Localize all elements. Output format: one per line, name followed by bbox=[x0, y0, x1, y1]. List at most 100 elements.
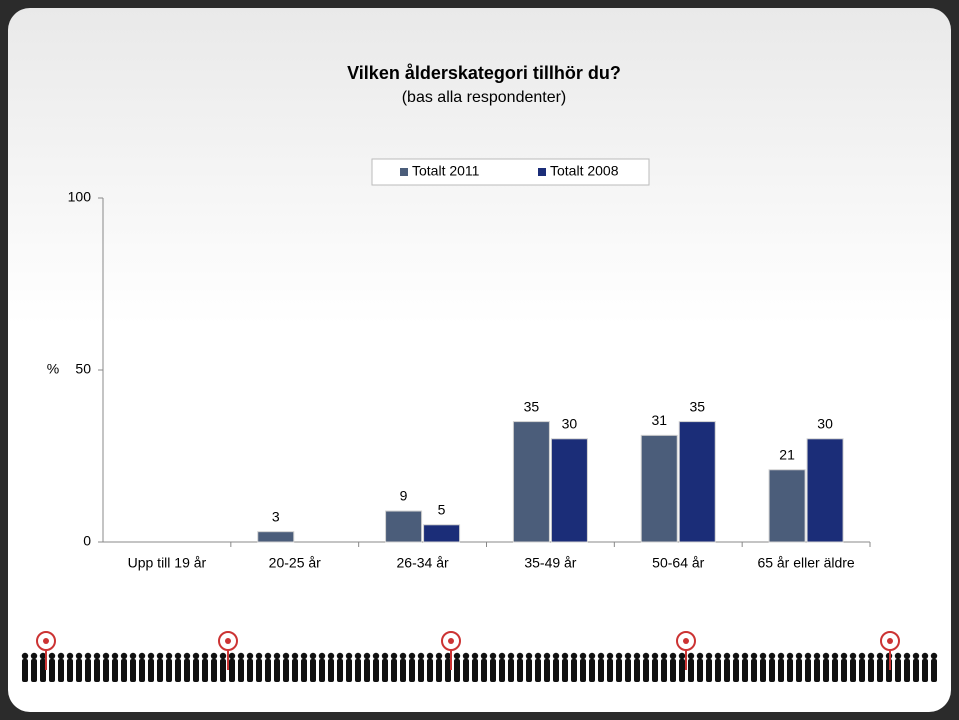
figure-head bbox=[624, 652, 632, 660]
figure-body bbox=[265, 659, 271, 682]
figure-body bbox=[22, 659, 28, 682]
figure-head bbox=[660, 652, 668, 660]
figure-body bbox=[247, 659, 253, 682]
figure-head bbox=[723, 652, 731, 660]
figure-head bbox=[372, 652, 380, 660]
figure-head bbox=[336, 652, 344, 660]
figure-head bbox=[543, 652, 551, 660]
legend-label: Totalt 2008 bbox=[550, 163, 619, 179]
figure-head bbox=[705, 652, 713, 660]
figure-body bbox=[292, 659, 298, 682]
figure-head bbox=[417, 652, 425, 660]
figure-head bbox=[345, 652, 353, 660]
figure-head bbox=[93, 652, 101, 660]
figure-head bbox=[408, 652, 416, 660]
figure-body bbox=[742, 659, 748, 682]
data-label: 9 bbox=[400, 488, 408, 504]
figure-body bbox=[814, 659, 820, 682]
figure-head bbox=[822, 652, 830, 660]
figure-body bbox=[220, 659, 226, 682]
bar bbox=[423, 524, 461, 543]
figure-body bbox=[571, 659, 577, 682]
figure-body bbox=[616, 659, 622, 682]
figure-body bbox=[751, 659, 757, 682]
figure-body bbox=[490, 659, 496, 682]
figure-head bbox=[579, 652, 587, 660]
data-label: 30 bbox=[817, 416, 833, 432]
figure-body bbox=[184, 659, 190, 682]
figure-body bbox=[175, 659, 181, 682]
figure-head bbox=[795, 652, 803, 660]
figure-head bbox=[480, 652, 488, 660]
figure-body bbox=[922, 659, 928, 682]
figure-head bbox=[696, 652, 704, 660]
figure-body bbox=[67, 659, 73, 682]
figure-head bbox=[858, 652, 866, 660]
figure-head bbox=[39, 652, 47, 660]
figure-body bbox=[364, 659, 370, 682]
figure-body bbox=[103, 659, 109, 682]
figure-head bbox=[426, 652, 434, 660]
figure-body bbox=[670, 659, 676, 682]
figure-body bbox=[724, 659, 730, 682]
figure-head bbox=[651, 652, 659, 660]
legend-swatch bbox=[538, 168, 546, 176]
target-dot bbox=[225, 638, 231, 644]
bar bbox=[512, 421, 550, 543]
figure-body bbox=[436, 659, 442, 682]
figure-head bbox=[201, 652, 209, 660]
figure-head bbox=[165, 652, 173, 660]
figure-head bbox=[831, 652, 839, 660]
figure-body bbox=[445, 659, 451, 682]
figure-head bbox=[264, 652, 272, 660]
figure-head bbox=[246, 652, 254, 660]
figure-body bbox=[895, 659, 901, 682]
figure-head bbox=[588, 652, 596, 660]
figure-head bbox=[228, 652, 236, 660]
figure-body bbox=[841, 659, 847, 682]
figure-body bbox=[94, 659, 100, 682]
bar bbox=[385, 510, 423, 543]
figure-head bbox=[642, 652, 650, 660]
target-dot bbox=[683, 638, 689, 644]
data-label: 35 bbox=[524, 398, 540, 414]
figure-body bbox=[58, 659, 64, 682]
figure-head bbox=[111, 652, 119, 660]
figure-body bbox=[760, 659, 766, 682]
bar bbox=[550, 438, 588, 543]
figure-head bbox=[48, 652, 56, 660]
figure-body bbox=[787, 659, 793, 682]
data-label: 21 bbox=[779, 446, 795, 462]
figure-body bbox=[166, 659, 172, 682]
figure-body bbox=[130, 659, 136, 682]
figure-head bbox=[129, 652, 137, 660]
x-tick-label: 65 år eller äldre bbox=[757, 555, 854, 571]
figure-head bbox=[471, 652, 479, 660]
figure-body bbox=[481, 659, 487, 682]
figure-head bbox=[102, 652, 110, 660]
figure-body bbox=[400, 659, 406, 682]
figure-head bbox=[813, 652, 821, 660]
figure-head bbox=[237, 652, 245, 660]
figure-body bbox=[373, 659, 379, 682]
figure-head bbox=[507, 652, 515, 660]
x-tick-label: 35-49 år bbox=[524, 555, 576, 571]
figure-head bbox=[66, 652, 74, 660]
bar bbox=[678, 421, 716, 543]
figure-head bbox=[120, 652, 128, 660]
data-label: 3 bbox=[272, 508, 280, 524]
figure-body bbox=[310, 659, 316, 682]
figure-head bbox=[156, 652, 164, 660]
figure-head bbox=[840, 652, 848, 660]
y-axis-label: % bbox=[47, 361, 59, 377]
figure-head bbox=[21, 652, 29, 660]
figure-head bbox=[84, 652, 92, 660]
figure-head bbox=[453, 652, 461, 660]
figure-body bbox=[517, 659, 523, 682]
legend bbox=[371, 158, 650, 186]
figure-body bbox=[418, 659, 424, 682]
figure-body bbox=[319, 659, 325, 682]
x-tick-label: Upp till 19 år bbox=[128, 555, 207, 571]
figure-body bbox=[850, 659, 856, 682]
